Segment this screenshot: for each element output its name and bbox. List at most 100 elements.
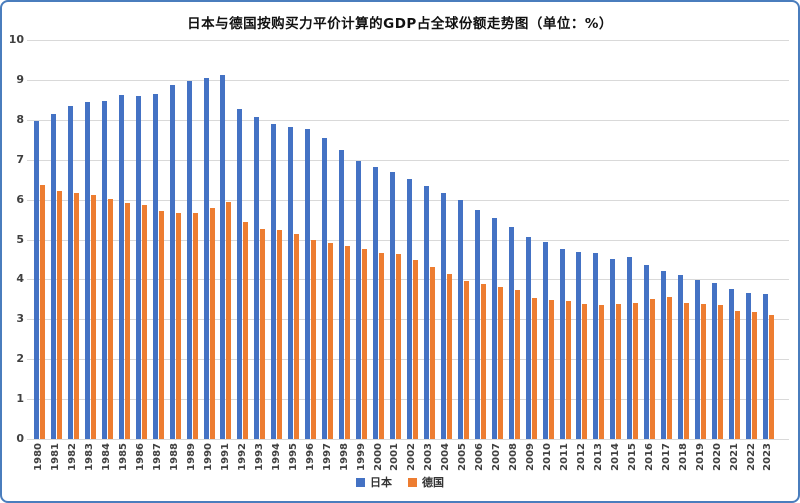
bar-group-2000: [370, 40, 387, 439]
bar-japan-2010: [542, 241, 548, 439]
bar-japan-2018: [678, 275, 684, 439]
x-tick-label-2004: 2004: [440, 443, 452, 471]
x-tick-label-2020: 2020: [711, 443, 723, 471]
x-tick-label-2003: 2003: [423, 443, 435, 471]
bar-germany-2019: [701, 304, 707, 439]
x-tick-label-1982: 1982: [67, 443, 79, 471]
bar-germany-2021: [735, 310, 741, 439]
x-tick-label-2002: 2002: [406, 443, 418, 471]
bar-group-2007: [489, 40, 506, 439]
bar-japan-2015: [627, 256, 633, 439]
x-tick-label-1988: 1988: [169, 443, 181, 471]
bar-group-1983: [82, 40, 99, 439]
legend-label-japan: 日本: [370, 476, 392, 489]
bar-germany-1989: [192, 213, 198, 439]
bar-group-1987: [150, 40, 167, 439]
legend-item-japan: 日本: [356, 474, 392, 490]
bar-germany-1992: [243, 221, 249, 439]
x-tick-cell-2016: 2016: [641, 443, 658, 477]
x-tick-label-2007: 2007: [491, 443, 503, 471]
x-tick-label-1989: 1989: [186, 443, 198, 471]
bar-japan-1989: [186, 81, 192, 439]
bar-group-2015: [624, 40, 641, 439]
y-tick-label-9: 9: [16, 72, 24, 86]
y-tick-label-4: 4: [16, 272, 24, 286]
bar-japan-2000: [373, 166, 379, 439]
bar-japan-1980: [33, 121, 39, 439]
x-tick-cell-1995: 1995: [285, 443, 302, 477]
x-tick-cell-2014: 2014: [607, 443, 624, 477]
bar-japan-2023: [762, 294, 768, 439]
bar-japan-1993: [254, 117, 260, 439]
bar-group-1992: [234, 40, 251, 439]
x-tick-label-1981: 1981: [50, 443, 62, 471]
bar-japan-1983: [84, 101, 90, 439]
bar-germany-1981: [56, 191, 62, 439]
x-tick-cell-1996: 1996: [302, 443, 319, 477]
x-tick-cell-1981: 1981: [48, 443, 65, 477]
bar-germany-1993: [260, 228, 266, 439]
y-tick-label-8: 8: [16, 112, 24, 126]
bar-group-2010: [540, 40, 557, 439]
x-tick-label-1996: 1996: [304, 443, 316, 471]
bar-japan-2005: [457, 200, 463, 439]
bar-japan-1997: [322, 137, 328, 439]
y-tick-label-5: 5: [16, 232, 24, 246]
bar-group-1995: [285, 40, 302, 439]
x-tick-cell-2007: 2007: [489, 443, 506, 477]
x-tick-cell-2003: 2003: [421, 443, 438, 477]
bar-group-1989: [184, 40, 201, 439]
chart-title: 日本与德国按购买力平价计算的GDP占全球份额走势图（单位：%）: [187, 16, 613, 32]
bar-japan-2016: [644, 264, 650, 439]
bar-germany-2018: [684, 302, 690, 439]
bar-germany-1999: [362, 248, 368, 439]
y-tick-label-10: 10: [8, 33, 24, 46]
x-tick-cell-2018: 2018: [675, 443, 692, 477]
x-tick-label-1985: 1985: [118, 443, 130, 471]
bar-germany-2016: [650, 298, 656, 439]
bar-germany-2003: [429, 267, 435, 439]
x-tick-label-2009: 2009: [525, 443, 537, 471]
x-tick-cell-1980: 1980: [31, 443, 48, 477]
x-tick-cell-2009: 2009: [523, 443, 540, 477]
gridline-8: [27, 119, 789, 121]
x-tick-label-1995: 1995: [287, 443, 299, 471]
bar-germany-1980: [39, 185, 45, 439]
bar-japan-1999: [356, 161, 362, 439]
x-tick-cell-2019: 2019: [692, 443, 709, 477]
x-tick-label-1987: 1987: [152, 443, 164, 471]
gridline-9: [27, 79, 789, 81]
x-tick-cell-2010: 2010: [540, 443, 557, 477]
x-tick-cell-2011: 2011: [557, 443, 574, 477]
legend: 日本 德国: [2, 474, 798, 490]
x-tick-cell-1992: 1992: [234, 443, 251, 477]
y-axis: 0 1 2 3 4 5 6 7 8 9 10: [2, 33, 24, 445]
x-tick-cell-2001: 2001: [387, 443, 404, 477]
bar-group-2018: [675, 40, 692, 439]
bar-japan-1988: [169, 84, 175, 439]
x-tick-cell-1990: 1990: [201, 443, 218, 477]
x-tick-cell-2012: 2012: [574, 443, 591, 477]
bar-group-2016: [641, 40, 658, 439]
x-tick-cell-2023: 2023: [760, 443, 777, 477]
y-tick-label-7: 7: [16, 152, 24, 166]
x-tick-cell-2013: 2013: [590, 443, 607, 477]
x-tick-label-2000: 2000: [372, 443, 384, 471]
x-tick-label-2005: 2005: [457, 443, 469, 471]
bar-germany-1996: [311, 239, 317, 439]
x-tick-label-1993: 1993: [253, 443, 265, 471]
x-tick-cell-2020: 2020: [709, 443, 726, 477]
bar-japan-2012: [576, 251, 582, 439]
bar-japan-1992: [237, 109, 243, 439]
gridline-0: [27, 439, 789, 440]
x-tick-label-1999: 1999: [355, 443, 367, 471]
bar-group-1982: [65, 40, 82, 439]
bar-germany-2011: [565, 300, 571, 439]
bar-germany-1997: [328, 243, 334, 439]
bar-japan-2021: [729, 289, 735, 439]
x-tick-cell-2002: 2002: [404, 443, 421, 477]
x-tick-label-1986: 1986: [135, 443, 147, 471]
bar-japan-2011: [559, 248, 565, 439]
x-tick-label-2016: 2016: [643, 443, 655, 471]
